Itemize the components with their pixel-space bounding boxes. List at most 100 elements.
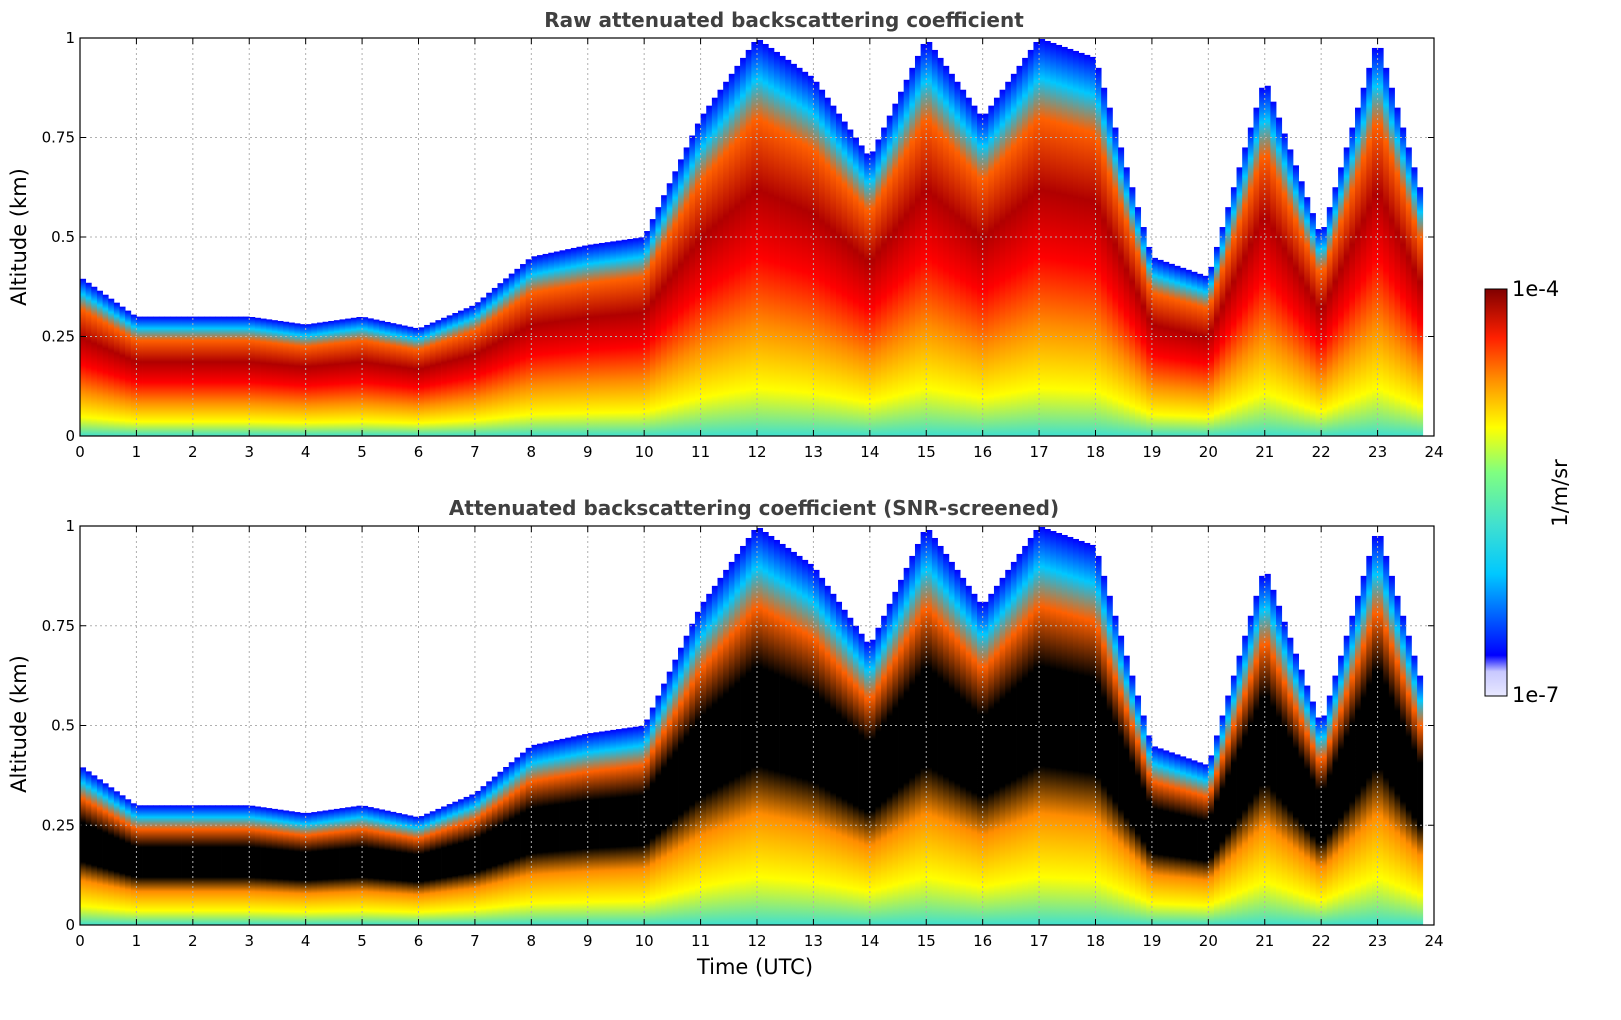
backscatter-column [503, 278, 510, 436]
backscatter-column [91, 775, 98, 926]
backscatter-column [379, 809, 386, 925]
backscatter-column [993, 97, 1000, 436]
x-tick-label: 5 [357, 443, 367, 461]
backscatter-column [1366, 555, 1373, 925]
backscatter-column [1259, 87, 1266, 436]
backscatter-column [1315, 229, 1322, 436]
backscatter-column [1213, 246, 1221, 436]
y-axis-label: Altitude (km) [7, 655, 31, 793]
backscatter-column [221, 805, 228, 925]
backscatter-column [1242, 635, 1249, 925]
backscatter-column [345, 318, 352, 436]
backscatter-column [869, 151, 876, 436]
backscatter-column [931, 537, 938, 925]
backscatter-column [486, 292, 493, 436]
backscatter-column [1213, 735, 1221, 925]
backscatter-column [130, 803, 137, 925]
backscatter-column [164, 805, 171, 925]
backscatter-column [553, 740, 560, 925]
backscatter-column [1400, 615, 1407, 925]
backscatter-column [1067, 536, 1074, 925]
x-tick-label: 12 [747, 443, 766, 461]
backscatter-column [852, 625, 859, 925]
backscatter-column [1163, 261, 1170, 436]
backscatter-column [824, 97, 831, 436]
backscatter-column [762, 531, 769, 925]
backscatter-column [390, 323, 397, 436]
backscatter-column [187, 805, 194, 925]
backscatter-column [288, 811, 295, 925]
backscatter-column [1264, 85, 1271, 436]
backscatter-column [80, 278, 87, 436]
backscatter-column [142, 805, 149, 925]
backscatter-column [1225, 207, 1232, 436]
backscatter-column [661, 683, 668, 925]
backscatter-column [553, 251, 560, 436]
backscatter-column [751, 529, 758, 925]
grid [80, 526, 1434, 925]
backscatter-column [903, 567, 910, 925]
backscatter-column [649, 707, 656, 925]
y-tick-label: 1 [65, 517, 75, 535]
backscatter-column [1129, 675, 1136, 925]
backscatter-column [300, 812, 307, 925]
backscatter-column [773, 51, 780, 437]
backscatter-column [311, 323, 318, 436]
backscatter-column [1134, 207, 1142, 436]
backscatter-column [474, 302, 481, 436]
backscatter-column [734, 553, 741, 925]
backscatter-column [559, 738, 566, 925]
backscatter-column [457, 799, 465, 925]
backscatter-column [1095, 67, 1102, 436]
backscatter-column [971, 105, 978, 436]
backscatter-column [215, 805, 222, 925]
backscatter-column [1202, 764, 1209, 925]
backscatter-column [1281, 621, 1288, 925]
backscatter-column [215, 316, 222, 436]
backscatter-column [672, 659, 679, 925]
backscatter-column [1005, 81, 1012, 436]
backscatter-column [655, 695, 662, 925]
backscatter-column [785, 59, 792, 436]
backscatter-column [886, 603, 893, 925]
backscatter-column [1315, 717, 1322, 925]
backscatter-column [491, 287, 498, 436]
backscatter-column [948, 561, 955, 925]
backscatter-column [356, 805, 363, 925]
backscatter-column [960, 577, 967, 925]
backscatter-column [914, 543, 922, 925]
x-tick-label: 24 [1424, 932, 1443, 950]
backscatter-column [294, 323, 301, 436]
backscatter-column [288, 322, 295, 436]
backscatter-column [508, 273, 515, 436]
backscatter-column [401, 325, 408, 436]
backscatter-field [80, 527, 1424, 926]
backscatter-column [892, 591, 899, 925]
panel-title: Attenuated backscattering coefficient (S… [449, 496, 1059, 520]
backscatter-column [548, 741, 555, 925]
backscatter-column [339, 808, 346, 925]
backscatter-column [435, 320, 442, 436]
backscatter-column [373, 808, 380, 925]
backscatter-column [390, 811, 397, 925]
backscatter-column [204, 316, 211, 436]
x-tick-label: 16 [973, 932, 992, 950]
backscatter-column [1027, 49, 1034, 436]
backscatter-column [757, 527, 764, 925]
backscatter-column [819, 89, 826, 437]
backscatter-column [277, 320, 284, 436]
backscatter-column [187, 316, 194, 436]
backscatter-column [570, 736, 577, 925]
backscatter-column [982, 113, 989, 437]
backscatter-column [147, 805, 154, 925]
backscatter-column [379, 320, 386, 436]
backscatter-column [1338, 167, 1345, 436]
backscatter-column [158, 805, 166, 925]
backscatter-column [689, 623, 696, 925]
backscatter-column [142, 316, 149, 436]
backscatter-column [649, 219, 656, 436]
backscatter-column [599, 242, 606, 436]
backscatter-column [1411, 655, 1418, 925]
backscatter-column [395, 324, 402, 436]
x-tick-label: 2 [188, 932, 198, 950]
